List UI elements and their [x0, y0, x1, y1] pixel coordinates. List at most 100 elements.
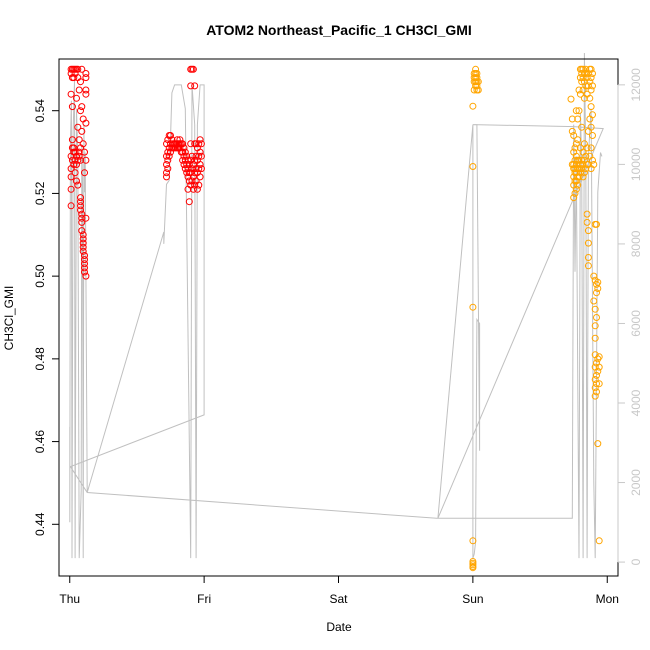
data-point	[81, 252, 88, 259]
data-point	[469, 537, 477, 545]
data-point	[181, 156, 189, 164]
data-point	[571, 189, 579, 197]
data-point	[81, 148, 88, 156]
y-tick-label: 0.54	[33, 99, 47, 123]
data-point	[591, 322, 599, 330]
x-axis: Thu Fri Sat Sun Mon	[59, 575, 619, 606]
data-point	[68, 156, 76, 164]
data-point	[164, 156, 172, 164]
data-point	[192, 165, 200, 173]
data-point	[81, 268, 88, 276]
data-point	[74, 156, 82, 164]
data-point	[591, 392, 599, 400]
data-point	[587, 144, 595, 152]
data-point	[576, 161, 584, 168]
data-point	[79, 243, 87, 251]
data-point	[67, 90, 75, 98]
data-point	[196, 173, 204, 181]
data-point	[82, 74, 90, 82]
data-point	[567, 95, 575, 103]
y-tick-label: 0.44	[33, 512, 47, 536]
data-point	[67, 173, 75, 181]
data-point	[185, 198, 193, 206]
altitude-line-layer	[69, 52, 604, 559]
data-point	[181, 148, 189, 156]
data-point	[179, 140, 187, 148]
data-point	[578, 78, 586, 86]
data-point	[75, 136, 83, 144]
data-point	[79, 140, 87, 148]
data-point	[570, 194, 578, 202]
data-point	[77, 202, 84, 210]
data-point	[185, 177, 193, 185]
data-point	[180, 152, 188, 160]
data-point	[75, 86, 83, 94]
data-point	[196, 161, 204, 168]
data-point	[78, 103, 86, 111]
data-point	[593, 380, 600, 388]
data-point	[469, 102, 477, 110]
data-point	[579, 173, 587, 181]
data-point	[195, 152, 203, 160]
data-point	[595, 353, 603, 361]
data-point	[78, 214, 86, 222]
data-points-layer	[67, 65, 603, 572]
data-point	[594, 278, 602, 286]
data-point	[167, 132, 174, 139]
data-point	[568, 127, 576, 135]
data-point	[473, 74, 481, 82]
data-point	[593, 220, 600, 228]
data-point	[196, 136, 204, 144]
data-point	[197, 152, 205, 160]
data-point	[78, 210, 86, 218]
data-point	[593, 371, 600, 379]
data-point	[584, 254, 592, 261]
data-point	[570, 132, 578, 139]
data-point	[70, 161, 78, 168]
data-point	[77, 107, 84, 115]
data-point	[582, 70, 590, 77]
data-point	[197, 140, 205, 148]
data-point	[571, 144, 579, 152]
data-point	[587, 74, 595, 82]
data-point	[74, 65, 82, 73]
data-point	[78, 65, 86, 73]
data-point	[593, 314, 600, 321]
data-point	[82, 156, 90, 164]
data-point	[165, 152, 173, 160]
data-point	[192, 152, 200, 160]
plot-frame	[58, 58, 619, 577]
data-point	[594, 285, 602, 292]
data-point	[82, 70, 90, 77]
data-point	[73, 94, 80, 102]
y-axis-label: CH3Cl_GMI	[2, 286, 16, 351]
data-point	[192, 140, 200, 148]
y2-tick-label: 10000	[629, 147, 643, 181]
data-point	[82, 86, 90, 94]
data-point	[591, 376, 599, 383]
data-point	[77, 206, 84, 214]
data-point	[79, 235, 87, 243]
data-point	[474, 78, 482, 86]
data-point	[578, 156, 586, 164]
data-point	[73, 161, 80, 168]
data-point	[78, 127, 86, 135]
data-point	[68, 103, 76, 111]
data-point	[195, 140, 203, 148]
y-tick-label: 0.48	[33, 347, 47, 371]
data-point	[593, 289, 600, 297]
y-axis-left: 0.44 0.46 0.48 0.50 0.52 0.54	[33, 99, 60, 536]
data-point	[196, 148, 204, 156]
data-point	[595, 537, 603, 545]
data-point	[163, 169, 170, 177]
data-point	[74, 181, 82, 189]
data-point	[589, 156, 596, 164]
data-point	[587, 86, 595, 94]
data-point	[195, 165, 203, 173]
data-point	[77, 198, 84, 206]
data-point	[571, 165, 579, 173]
data-point	[584, 239, 592, 247]
x-tick-label: Thu	[59, 592, 80, 606]
data-point	[572, 140, 580, 148]
y-tick-label: 0.52	[33, 181, 47, 205]
